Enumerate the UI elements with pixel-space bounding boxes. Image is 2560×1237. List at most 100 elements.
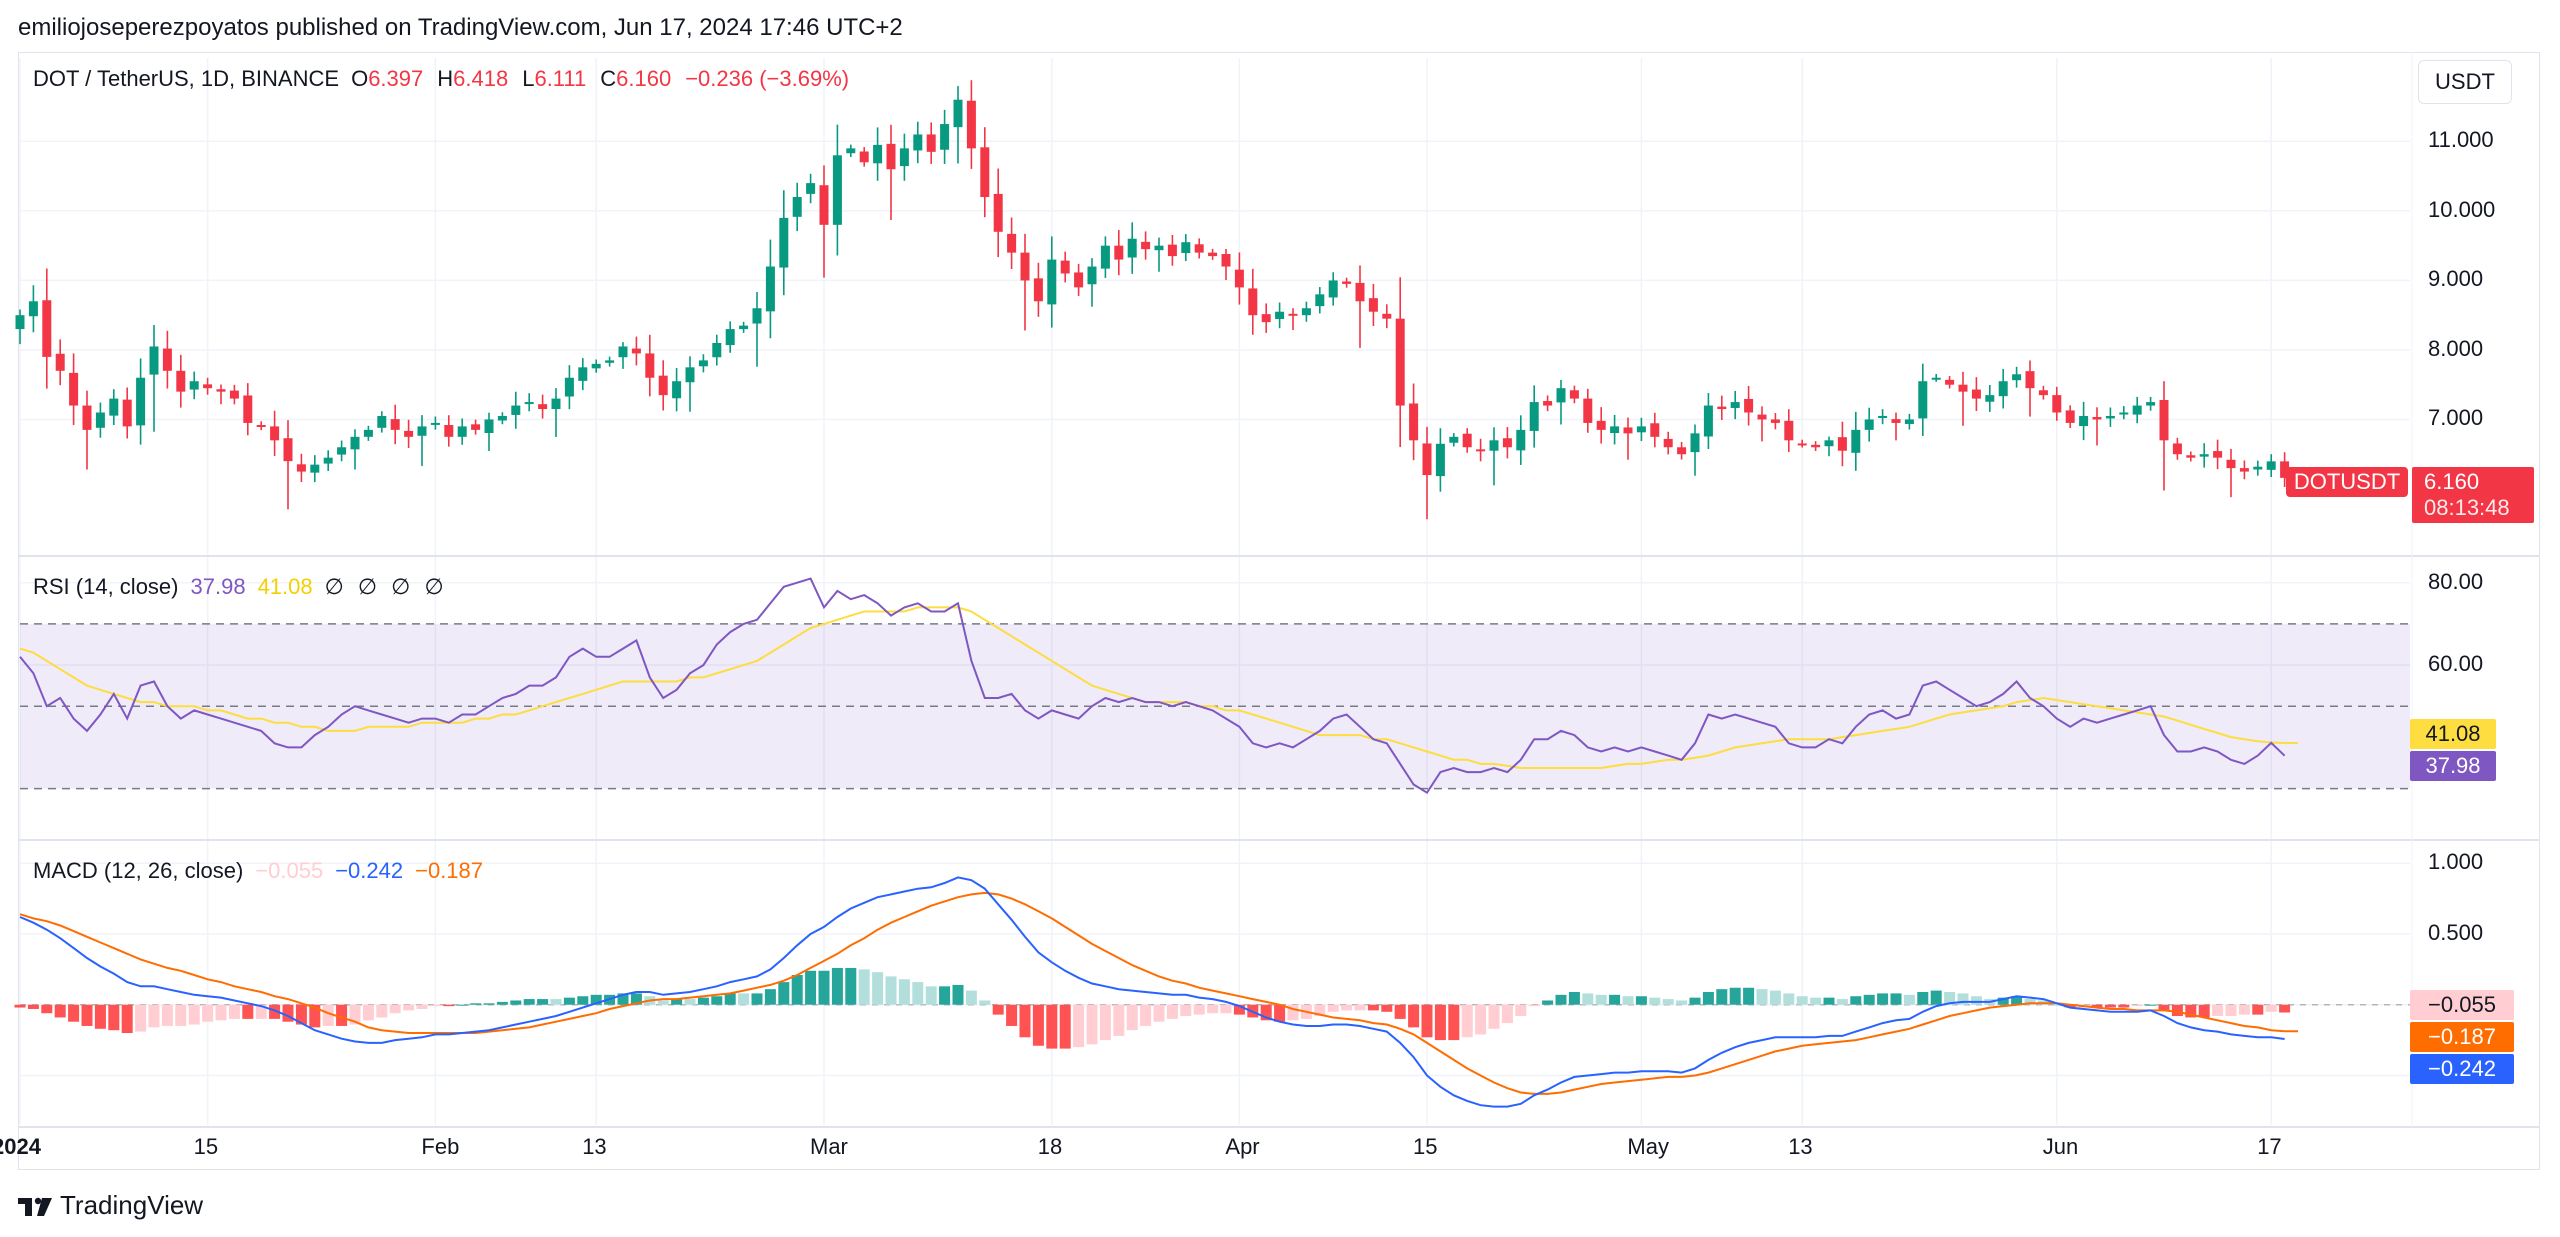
macd-hist-bar	[1180, 1004, 1192, 1017]
open-value: 6.397	[368, 66, 424, 91]
footer-brand[interactable]: TradingView	[18, 1190, 203, 1221]
macd-signal-line	[19, 891, 2298, 1095]
macd-hist-bar	[215, 1004, 227, 1021]
price-tick-label: 9.000	[2428, 266, 2484, 292]
macd-hist-bar	[1662, 999, 1674, 1005]
candle-body	[591, 363, 601, 369]
macd-hist-bar	[1729, 987, 1741, 1005]
candle-body	[1100, 245, 1110, 269]
macd-hist-bar	[805, 970, 817, 1005]
candle-body	[712, 342, 722, 358]
candle-body	[1234, 269, 1244, 288]
footer-brand-text: TradingView	[60, 1190, 204, 1220]
close-value: 6.160	[616, 66, 672, 91]
candle-body	[1355, 282, 1365, 302]
candle-body	[243, 395, 253, 423]
macd-title[interactable]: MACD (12, 26, close)	[33, 858, 244, 883]
macd-hist-bar	[845, 967, 857, 1005]
macd-hist-bar	[2064, 1004, 2076, 1008]
candle-body	[792, 197, 802, 217]
macd-hist-bar	[416, 1004, 428, 1009]
macd-hist-bar	[2265, 1004, 2277, 1012]
candle-body	[645, 353, 655, 378]
candle-body	[1623, 427, 1633, 434]
macd-hist-bar	[1595, 994, 1607, 1005]
tradingview-logo-icon	[18, 1197, 52, 1216]
macd-tick-label: 0.500	[2428, 919, 2484, 945]
candle-body	[162, 348, 172, 371]
open-label: O	[351, 66, 369, 91]
macd-hist-bar	[1287, 1004, 1299, 1021]
macd-hist-bar	[1073, 1004, 1085, 1048]
candle-body	[832, 155, 842, 225]
high-value: 6.418	[453, 66, 509, 91]
macd-hist-bar	[322, 1004, 334, 1026]
candle-body	[109, 398, 119, 416]
price-tick-label: 8.000	[2428, 335, 2484, 361]
macd-hist-bar	[791, 975, 803, 1005]
macd-hist-bar	[403, 1004, 415, 1011]
candle-body	[1020, 252, 1030, 281]
candle-body	[377, 415, 387, 428]
macd-hist-bar	[1475, 1004, 1487, 1035]
candle-body	[2159, 399, 2169, 441]
candle-body	[1047, 259, 1057, 305]
candle-body	[1918, 381, 1928, 419]
candle-body	[2186, 455, 2196, 458]
candle-body	[1757, 414, 1767, 420]
macd-hist-bar	[1689, 997, 1701, 1005]
candle-body	[698, 360, 708, 367]
macd-hist-bar	[2104, 1004, 2116, 1008]
macd-hist-bar	[27, 1004, 39, 1009]
candle-body	[1958, 384, 1968, 392]
candle-body	[229, 390, 239, 399]
macd-hist-bar	[1528, 1004, 1540, 1007]
candle-body	[323, 457, 333, 464]
price-tick-label: 10.000	[2428, 196, 2496, 222]
time-tick-label: 15	[1413, 1134, 1438, 1159]
rsi-title[interactable]: RSI (14, close)	[33, 574, 179, 599]
macd-hist-bar	[617, 993, 629, 1005]
candle-body	[203, 384, 213, 389]
macd-hist-bar	[697, 997, 709, 1005]
macd-hist-bar	[2131, 1004, 2143, 1007]
macd-hist-bar	[1555, 994, 1567, 1005]
macd-hist-bar	[2171, 1004, 2183, 1017]
macd-hist-bar	[1166, 1004, 1178, 1019]
candle-body	[1690, 433, 1700, 453]
symbol-title[interactable]: DOT / TetherUS, 1D, BINANCE	[33, 66, 340, 91]
rsi-legend: RSI (14, close) 37.98 41.08 ∅ ∅ ∅ ∅	[33, 574, 460, 600]
candle-body	[122, 399, 132, 427]
macd-hist-bar	[295, 1004, 307, 1025]
macd-hist-bar	[1032, 1004, 1044, 1046]
macd-hist-bar	[1019, 1004, 1031, 1038]
macd-hist-bar	[1997, 997, 2009, 1005]
candle-body	[1945, 379, 1955, 385]
candle-body	[1074, 272, 1084, 288]
candle-body	[2199, 454, 2209, 457]
candle-body	[980, 147, 990, 198]
candle-body	[1529, 402, 1539, 431]
candle-body	[2025, 371, 2035, 389]
currency-button[interactable]: USDT	[2418, 60, 2512, 104]
macd-hist-bar	[1193, 1004, 1205, 1015]
candle-body	[1154, 245, 1164, 251]
macd-hist-bar	[577, 996, 589, 1005]
candle-body	[1502, 438, 1512, 448]
macd-hist-bar	[1341, 1004, 1353, 1011]
macd-hist-bar	[336, 1004, 348, 1026]
candle-body	[1127, 238, 1137, 258]
candle-body	[1931, 377, 1941, 380]
candle-body	[1033, 278, 1043, 302]
rsi-empty-values: ∅ ∅ ∅ ∅	[324, 574, 448, 599]
macd-hist-bar	[1099, 1004, 1111, 1041]
candle-body	[993, 193, 1003, 232]
candle-body	[1971, 389, 1981, 399]
candle-body	[1087, 266, 1097, 285]
macd-hist-bar	[1756, 989, 1768, 1005]
macd-hist-bar	[1863, 994, 1875, 1005]
candle-body	[1167, 244, 1177, 257]
candle-body	[1556, 388, 1566, 403]
pane-separators	[18, 52, 2540, 1128]
